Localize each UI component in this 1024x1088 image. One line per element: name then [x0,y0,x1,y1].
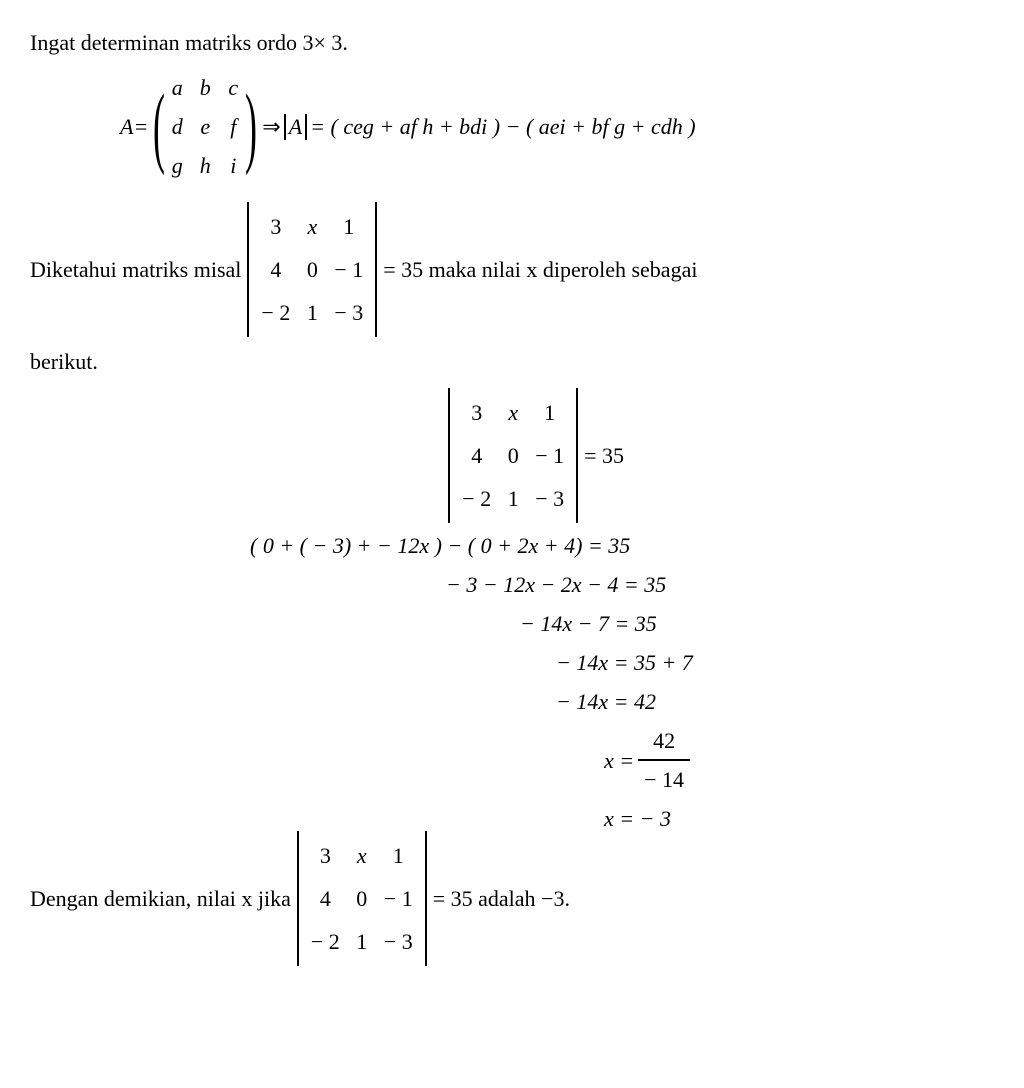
step-det-eq: = 35 [584,439,624,472]
conclusion-row: Dengan demikian, nilai x jika 3 x 1 4 0 … [30,831,994,966]
cell: 1 [503,482,523,515]
cell: 4 [467,439,487,472]
given-determinant: 3 x 1 4 0 − 1 − 2 1 − 3 [245,202,379,337]
arrow: ⇒ [262,110,280,143]
step-3: − 14x − 7 = 35 [520,607,694,640]
abs-A-label: A [289,110,302,143]
given-prefix: Diketahui matriks misal [30,253,241,286]
cell: 1 [388,839,408,872]
cell: x [503,396,523,429]
cell: − 2 [462,482,491,515]
cell: 1 [540,396,560,429]
berikut: berikut. [30,345,994,378]
fraction: 42 − 14 [638,724,690,796]
conclusion-suffix: = 35 adalah −3. [433,882,570,915]
paren-left-icon: ( [153,65,165,188]
cell: − 1 [535,439,564,472]
step-text: − 3 − 12x − 2x − 4 = 35 [446,572,666,597]
cell: 3 [266,210,286,243]
cell: a [170,71,184,104]
step-text: − 14x − 7 = 35 [520,611,657,636]
cell: 0 [352,882,372,915]
given-row: Diketahui matriks misal 3 x 1 4 0 − 1 − … [30,202,994,337]
step-1: ( 0 + ( − 3) + − 12x ) − ( 0 + 2x + 4) =… [250,529,694,562]
cell: 3 [315,839,335,872]
cell: − 1 [384,882,413,915]
cell: i [226,149,240,182]
conclusion-determinant: 3 x 1 4 0 − 1 − 2 1 − 3 [295,831,429,966]
fraction-den: − 14 [638,759,690,796]
det-formula: = ( ceg + af h + bdi ) − ( aei + bf g + … [310,110,695,143]
derivation-block: 3 x 1 4 0 − 1 − 2 1 − 3 = 35 ( 0 + ( − 3… [250,388,694,841]
step-2: − 3 − 12x − 2x − 4 = 35 [446,568,694,601]
cell: x [302,210,322,243]
cell: 4 [266,253,286,286]
step-7: x = − 3 [604,802,694,835]
cell: b [198,71,212,104]
step-4: − 14x = 35 + 7 [556,646,694,679]
matrix-A: ( a b c d e f g h i ) [152,65,258,188]
cell: 1 [352,925,372,958]
cell: 4 [315,882,335,915]
cell: h [198,149,212,182]
cell: d [170,110,184,143]
abs-A: A [281,110,310,143]
step-6-lhs: x = [604,744,634,777]
matrix-A-definition: A= ( a b c d e f g h i ) ⇒ A = ( ceg + a… [120,65,994,188]
conclusion-prefix: Dengan demikian, nilai x jika [30,882,291,915]
cell: − 3 [334,296,363,329]
intro-text: Ingat determinan matriks ordo 3× 3. [30,26,994,59]
step-5: − 14x = 42 [556,685,694,718]
cell: c [226,71,240,104]
cell: x [352,839,372,872]
paren-right-icon: ) [245,65,257,188]
cell: − 3 [535,482,564,515]
step-det-row: 3 x 1 4 0 − 1 − 2 1 − 3 = 35 [250,388,624,523]
A-equals: A= [120,110,148,143]
step-text: ( 0 + ( − 3) + − 12x ) − ( 0 + 2x + 4) =… [250,533,630,558]
step-text: − 14x = 42 [556,689,656,714]
cell: g [170,149,184,182]
cell: e [198,110,212,143]
cell: 0 [302,253,322,286]
cell: 0 [503,439,523,472]
cell: − 2 [311,925,340,958]
cell: − 3 [384,925,413,958]
cell: 1 [302,296,322,329]
step-text: x = − 3 [604,806,671,831]
cell: − 2 [261,296,290,329]
cell: − 1 [334,253,363,286]
cell: 3 [467,396,487,429]
step-text: − 14x = 35 + 7 [556,650,693,675]
cell: 1 [339,210,359,243]
cell: f [226,110,240,143]
given-suffix: = 35 maka nilai x diperoleh sebagai [383,253,697,286]
step-6: x = 42 − 14 [604,724,694,796]
fraction-num: 42 [647,724,681,759]
step-determinant: 3 x 1 4 0 − 1 − 2 1 − 3 [446,388,580,523]
